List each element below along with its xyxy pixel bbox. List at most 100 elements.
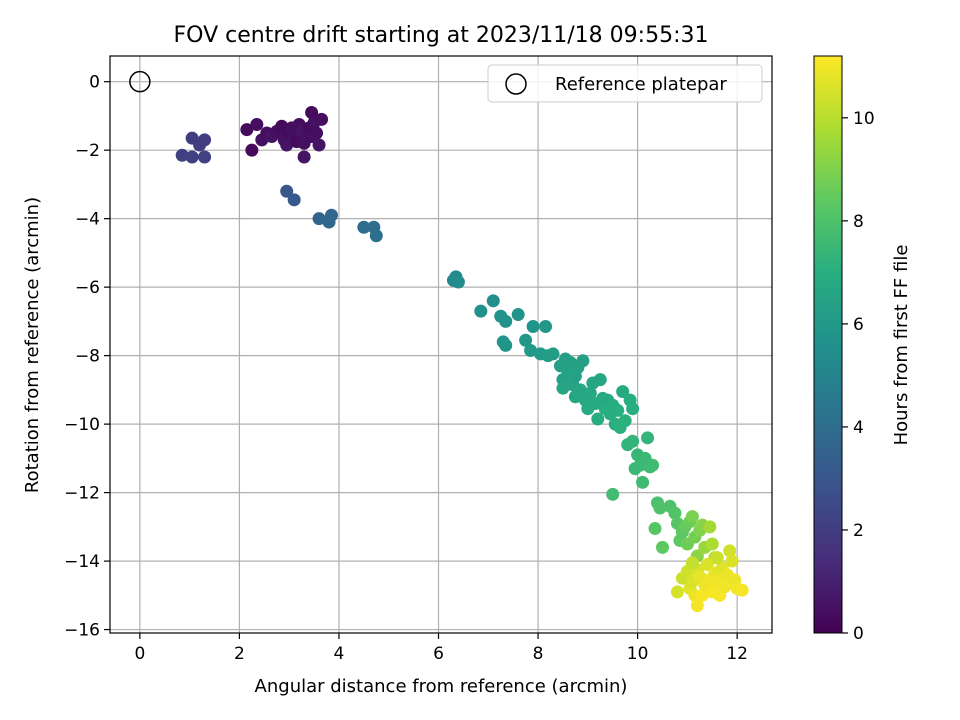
data-point [526, 320, 540, 334]
colorbar: 0 2 4 6 8 10 Hours from first FF file [813, 55, 912, 644]
data-point [705, 537, 719, 551]
x-axis-ticks: 0 2 4 6 8 10 12 [134, 633, 748, 664]
x-tick-label: 8 [533, 644, 544, 664]
data-point [546, 347, 560, 361]
data-point [648, 522, 662, 536]
colorbar-ticks: 0 2 4 6 8 10 [842, 109, 875, 644]
data-point [618, 414, 632, 428]
data-point [735, 583, 749, 597]
y-tick-label: −4 [75, 210, 100, 230]
data-point [641, 431, 655, 445]
colorbar-tick-label: 10 [853, 109, 875, 129]
data-point [685, 510, 699, 524]
x-tick-label: 12 [726, 644, 748, 664]
legend: Reference platepar [487, 64, 763, 103]
data-point [474, 304, 488, 318]
y-tick-label: −8 [75, 347, 100, 367]
data-point [710, 551, 724, 565]
data-point [695, 588, 709, 602]
data-point [310, 126, 324, 140]
data-point [646, 458, 660, 472]
data-point [369, 229, 383, 243]
colorbar-tick-label: 8 [853, 212, 864, 232]
y-axis-ticks: 0 −2 −4 −6 −8 −10 −12 −14 −16 [64, 73, 110, 641]
y-tick-label: −12 [64, 484, 100, 504]
x-tick-label: 4 [334, 644, 345, 664]
data-point [519, 333, 533, 347]
data-point [511, 308, 525, 322]
data-point [305, 106, 319, 120]
data-point [655, 540, 669, 554]
data-point [312, 212, 326, 226]
data-point [593, 373, 607, 387]
data-point [703, 520, 717, 534]
data-point [524, 343, 538, 357]
data-point [670, 585, 684, 599]
data-point [250, 117, 264, 131]
data-point [626, 402, 640, 416]
data-point [245, 143, 259, 157]
data-point [626, 434, 640, 448]
reference-point [129, 70, 151, 93]
y-tick-label: 0 [89, 73, 100, 93]
reference-marker [129, 70, 151, 93]
data-point [539, 320, 553, 334]
y-tick-label: −14 [64, 552, 100, 572]
data-point [315, 112, 329, 126]
y-tick-label: −2 [75, 141, 100, 161]
legend-marker [505, 73, 527, 95]
y-tick-label: −16 [64, 621, 100, 641]
legend-entry: Reference platepar [555, 74, 727, 95]
y-axis-label: Rotation from reference (arcmin) [22, 197, 43, 493]
data-point [653, 501, 667, 515]
data-point [576, 354, 590, 368]
x-tick-label: 10 [627, 644, 649, 664]
data-point [297, 150, 311, 164]
x-tick-label: 0 [134, 644, 145, 664]
data-point [700, 558, 714, 572]
data-point [556, 381, 570, 395]
data-point [499, 314, 513, 328]
data-point [287, 193, 301, 207]
data-point [606, 487, 620, 501]
plot-frame [109, 55, 773, 634]
data-point [198, 133, 212, 147]
data-point [718, 580, 732, 594]
legend-box [487, 64, 763, 103]
data-point [451, 275, 465, 289]
data-point [611, 403, 625, 417]
colorbar-tick-label: 2 [853, 521, 864, 541]
data-point [573, 383, 587, 397]
colorbar-tick-label: 6 [853, 315, 864, 335]
data-point [185, 150, 199, 164]
data-point [280, 184, 294, 198]
data-point [499, 338, 513, 352]
y-tick-label: −10 [64, 415, 100, 435]
data-point [725, 554, 739, 568]
data-point [486, 294, 500, 308]
y-tick-label: −6 [75, 278, 100, 298]
data-point [240, 123, 254, 137]
data-point [636, 475, 650, 489]
data-point [357, 220, 371, 234]
grid [110, 56, 772, 633]
colorbar-tick-label: 0 [853, 624, 864, 644]
x-axis-label: Angular distance from reference (arcmin) [255, 676, 628, 697]
data-point [198, 150, 212, 164]
colorbar-tick-label: 4 [853, 418, 864, 438]
data-point [175, 148, 189, 162]
data-points [175, 106, 749, 613]
chart-title: FOV centre drift starting at 2023/11/18 … [174, 23, 709, 48]
colorbar-label: Hours from first FF file [891, 245, 912, 446]
data-point [280, 138, 294, 152]
data-point [723, 544, 737, 558]
data-point [312, 138, 326, 152]
data-point [668, 506, 682, 520]
data-point [583, 386, 597, 400]
data-point [685, 556, 699, 570]
colorbar-gradient [813, 55, 843, 634]
x-tick-label: 6 [433, 644, 444, 664]
data-point [690, 599, 704, 613]
data-point [324, 208, 338, 222]
